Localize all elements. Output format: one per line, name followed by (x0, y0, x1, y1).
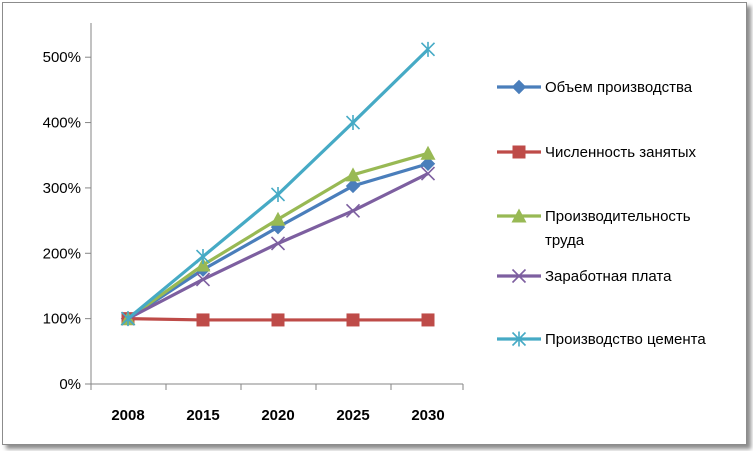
legend-marker-0 (511, 79, 527, 95)
x-tick-label: 2020 (261, 407, 294, 424)
x-tick-label: 2030 (411, 407, 444, 424)
data-point-2 (195, 257, 211, 272)
y-tick-label: 200% (43, 245, 81, 262)
data-point-2 (270, 211, 286, 226)
legend-label-0: Объем производства (545, 79, 693, 96)
y-tick-label: 500% (43, 49, 81, 66)
legend-label-3: Заработная плата (545, 268, 672, 285)
data-point-4 (270, 186, 286, 202)
legend-marker-3 (511, 268, 527, 284)
legend-marker-4 (511, 331, 527, 347)
data-point-1 (346, 313, 360, 327)
legend-label-1: Численность занятых (545, 144, 697, 161)
data-point-4 (420, 41, 436, 57)
legend-marker-1 (512, 145, 526, 159)
x-tick-label: 2008 (111, 407, 144, 424)
legend-label-2: Производительность труда (545, 208, 691, 249)
data-point-2 (345, 167, 361, 182)
legend-marker-2 (511, 208, 527, 223)
legend-label-4: Производство цемента (545, 331, 706, 348)
y-tick-label: 300% (43, 180, 81, 197)
y-tick-label: 400% (43, 115, 81, 132)
x-tick-label: 2015 (186, 407, 219, 424)
data-point-0 (420, 156, 436, 171)
data-point-0 (345, 178, 361, 194)
data-point-2 (420, 145, 436, 160)
data-point-1 (196, 313, 210, 327)
data-point-3 (195, 272, 211, 287)
series-line-4 (126, 48, 430, 320)
data-point-4 (120, 311, 136, 327)
y-tick-label: 100% (43, 311, 81, 328)
data-point-3 (420, 166, 436, 181)
data-point-1 (421, 313, 435, 327)
x-tick-label: 2025 (336, 407, 369, 424)
data-point-4 (195, 249, 211, 265)
chart-frame (2, 2, 747, 445)
y-tick-label: 0% (59, 376, 81, 393)
data-point-1 (271, 313, 285, 327)
data-point-3 (345, 203, 361, 218)
data-point-4 (345, 115, 361, 131)
data-point-3 (270, 236, 286, 251)
